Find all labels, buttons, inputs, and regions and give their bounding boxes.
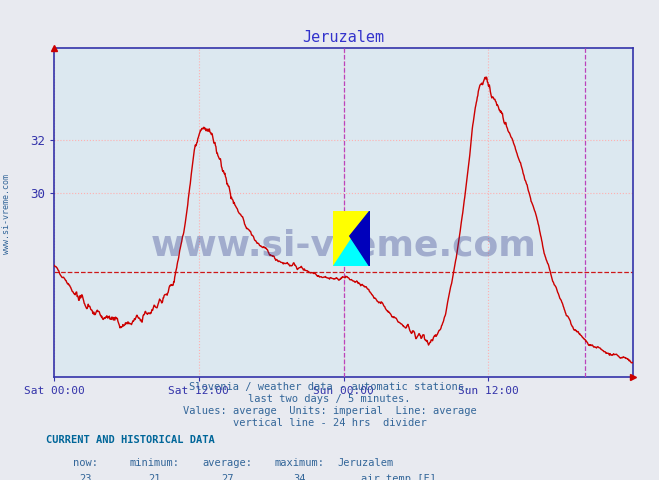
Text: last two days / 5 minutes.: last two days / 5 minutes. xyxy=(248,394,411,404)
Text: Slovenia / weather data - automatic stations.: Slovenia / weather data - automatic stat… xyxy=(189,382,470,392)
Title: Jeruzalem: Jeruzalem xyxy=(302,30,384,46)
Text: www.si-vreme.com: www.si-vreme.com xyxy=(150,228,536,262)
Text: Jeruzalem: Jeruzalem xyxy=(337,458,394,468)
Text: Values: average  Units: imperial  Line: average: Values: average Units: imperial Line: av… xyxy=(183,406,476,416)
Polygon shape xyxy=(333,211,370,266)
Text: average:: average: xyxy=(202,458,252,468)
Text: www.si-vreme.com: www.si-vreme.com xyxy=(2,174,11,253)
Text: now:: now: xyxy=(73,458,98,468)
Polygon shape xyxy=(350,211,370,266)
Text: 23: 23 xyxy=(80,474,92,480)
Text: air temp.[F]: air temp.[F] xyxy=(361,474,436,480)
Text: maximum:: maximum: xyxy=(275,458,325,468)
Text: CURRENT AND HISTORICAL DATA: CURRENT AND HISTORICAL DATA xyxy=(46,435,215,445)
Text: 27: 27 xyxy=(221,474,233,480)
Text: vertical line - 24 hrs  divider: vertical line - 24 hrs divider xyxy=(233,418,426,428)
Text: 34: 34 xyxy=(294,474,306,480)
Text: 21: 21 xyxy=(149,474,161,480)
Text: minimum:: minimum: xyxy=(130,458,180,468)
Polygon shape xyxy=(333,211,370,266)
